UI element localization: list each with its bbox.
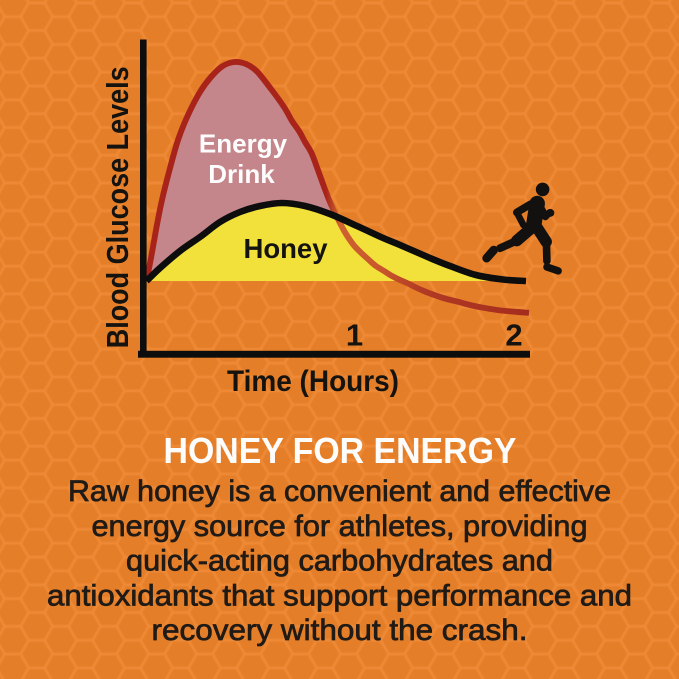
svg-text:energy source for athletes, pr: energy source for athletes, providing (92, 510, 588, 543)
svg-text:recovery without the crash.: recovery without the crash. (152, 614, 528, 647)
svg-text:Honey: Honey (243, 233, 328, 264)
svg-text:Blood Glucose Levels: Blood Glucose Levels (100, 66, 135, 348)
svg-text:HONEY FOR ENERGY: HONEY FOR ENERGY (164, 430, 517, 471)
svg-text:antioxidants that support perf: antioxidants that support performance an… (47, 579, 632, 612)
svg-text:Raw honey is a convenient and: Raw honey is a convenient and effective (68, 475, 611, 508)
svg-text:Energy: Energy (199, 129, 288, 159)
svg-text:1: 1 (346, 318, 363, 353)
svg-text:Time (Hours): Time (Hours) (227, 365, 399, 398)
svg-text:2: 2 (505, 318, 522, 353)
svg-text:Drink: Drink (208, 159, 275, 189)
svg-text:quick-acting carbohydrates and: quick-acting carbohydrates and (126, 545, 553, 578)
